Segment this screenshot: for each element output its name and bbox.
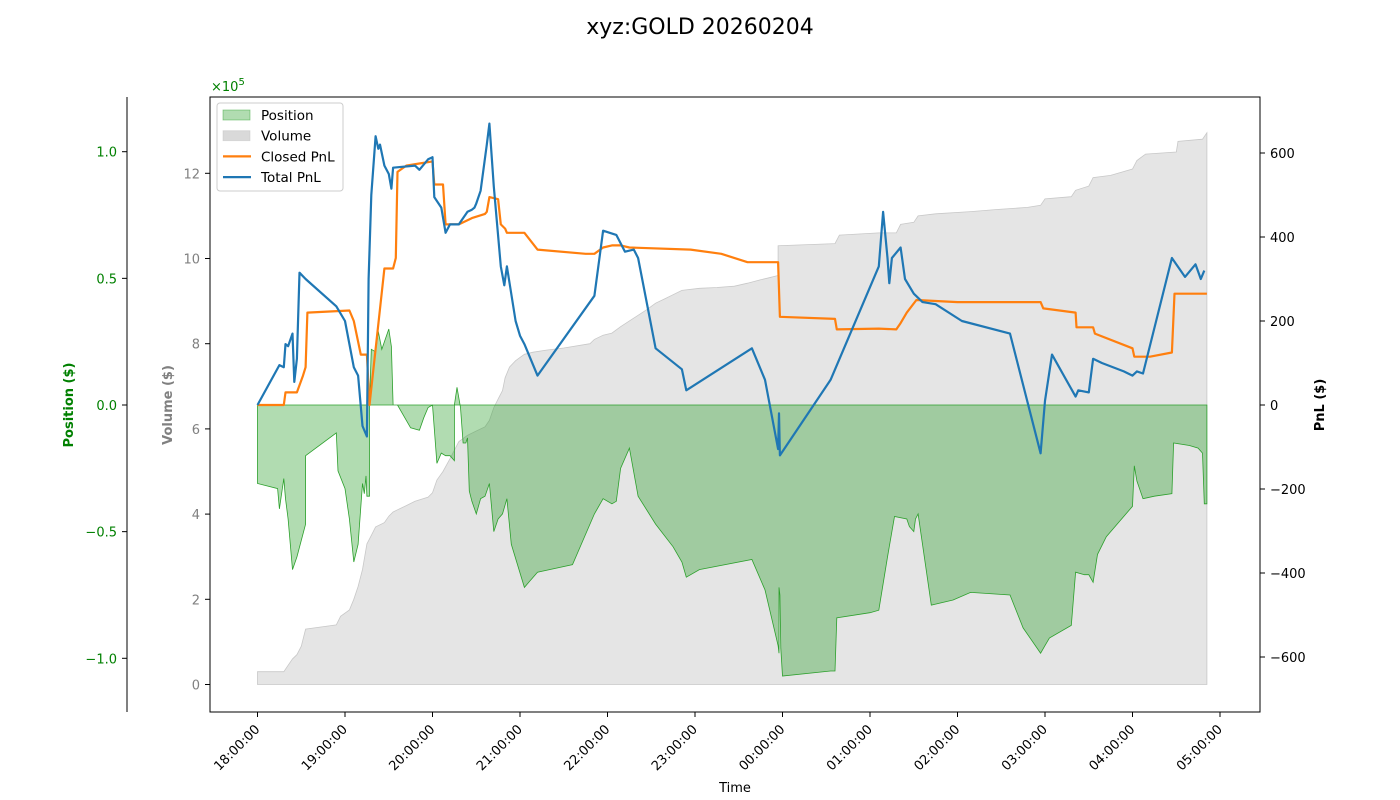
pnl-tick-label: −600 [1270, 651, 1306, 666]
legend-label: Closed PnL [261, 149, 335, 165]
legend-label: Total PnL [260, 170, 321, 186]
position-tick-label: −1.0 [85, 652, 117, 667]
pnl-tick-label: 400 [1270, 231, 1295, 246]
x-tick-label: 05:00:00 [1174, 722, 1226, 774]
x-tick-label: 03:00:00 [999, 722, 1051, 774]
pnl-tick-label: 600 [1270, 147, 1295, 162]
x-tick-label: 04:00:00 [1086, 722, 1138, 774]
x-tick-label: 19:00:00 [299, 722, 351, 774]
legend-box [216, 102, 344, 192]
volume-tick-label: 12 [183, 167, 200, 182]
legend-swatch [222, 130, 251, 142]
position-tick-label: −0.5 [85, 526, 117, 541]
legend: Position Volume Closed PnL Total PnL [216, 102, 344, 192]
pnl-tick-label: −200 [1270, 483, 1306, 498]
volume-tick-label: 8 [192, 338, 200, 353]
volume-tick-label: 4 [192, 508, 200, 523]
x-tick-label: 22:00:00 [561, 722, 613, 774]
chart-title: xyz:GOLD 20260204 [586, 15, 814, 40]
position-series [257, 328, 1208, 677]
position-axis-label: Position ($) [62, 363, 77, 448]
pnl-tick-label: 0 [1270, 399, 1278, 414]
pnl-tick-label: 200 [1270, 315, 1295, 330]
volume-series [257, 131, 1208, 685]
x-tick-label: 23:00:00 [649, 722, 701, 774]
legend-label: Volume [261, 129, 311, 145]
position-tick-label: 1.0 [96, 146, 117, 161]
position-tick-label: 0.0 [96, 399, 117, 414]
total-pnl-line [256, 122, 1206, 457]
legend-swatch [222, 109, 251, 121]
x-tick-label: 02:00:00 [911, 722, 963, 774]
closed-pnl-series [257, 160, 1207, 407]
pnl-tick-label: −400 [1270, 567, 1306, 582]
volume-area [257, 131, 1208, 685]
legend-label: Position [261, 108, 314, 124]
volume-axis-label: Volume ($) [161, 365, 176, 445]
position-scale-label: ×105 [211, 77, 245, 95]
pnl-axis-label: PnL ($) [1313, 379, 1328, 432]
volume-tick-label: 10 [183, 253, 200, 268]
volume-tick-label: 6 [192, 423, 200, 438]
closed-pnl-line [257, 160, 1207, 407]
total-pnl-series [256, 122, 1206, 457]
x-axis-label: Time [718, 781, 751, 796]
x-tick-label: 01:00:00 [824, 722, 876, 774]
x-tick-label: 18:00:00 [211, 722, 263, 774]
x-tick-label: 21:00:00 [474, 722, 526, 774]
position-tick-label: 0.5 [96, 272, 117, 287]
x-tick-label: 00:00:00 [736, 722, 788, 774]
x-tick-label: 20:00:00 [386, 722, 438, 774]
position-area [257, 328, 1208, 677]
volume-tick-label: 0 [192, 679, 200, 694]
volume-tick-label: 2 [192, 593, 200, 608]
